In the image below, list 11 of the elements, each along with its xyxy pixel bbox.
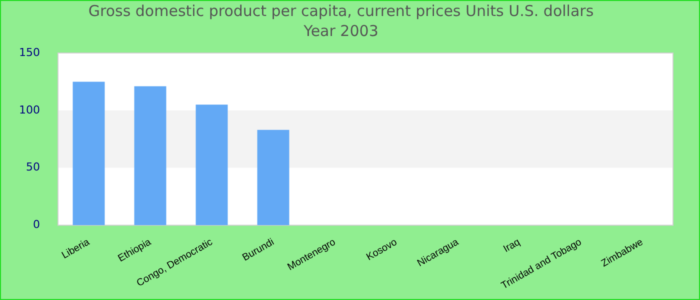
y-tick-label: 150 [18, 46, 40, 59]
chart-title: Gross domestic product per capita, current prices Units U.S. dollars [88, 2, 594, 20]
x-tick-label: Iraq [502, 236, 522, 255]
bar [257, 130, 290, 226]
y-tick-label: 0 [32, 218, 40, 232]
bar [134, 86, 166, 226]
bar [196, 104, 228, 226]
y-tick-label: 50 [26, 160, 40, 174]
chart-subtitle: Year 2003 [302, 22, 378, 40]
y-tick-label: 100 [18, 103, 40, 116]
bar [72, 82, 105, 226]
